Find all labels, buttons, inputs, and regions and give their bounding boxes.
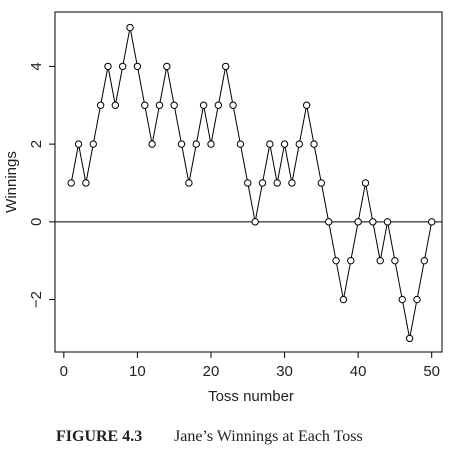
point: [295, 140, 303, 148]
y-tick-label: −2: [28, 291, 45, 308]
point: [280, 140, 289, 148]
point: [332, 256, 340, 265]
y-axis-label: Winnings: [3, 151, 20, 213]
point: [236, 140, 245, 148]
point: [96, 101, 105, 109]
point: [376, 256, 384, 265]
point: [317, 179, 326, 187]
point: [347, 256, 355, 265]
x-axis-label: Toss number: [208, 388, 294, 405]
x-tick-label: 10: [129, 363, 146, 380]
y-tick-label: 0: [28, 218, 45, 226]
series-line: [70, 27, 433, 339]
point: [310, 140, 318, 148]
plot-frame: [54, 11, 443, 353]
caption-label: FIGURE 4.3: [56, 428, 142, 445]
point: [420, 256, 429, 265]
point: [155, 101, 164, 109]
point: [324, 218, 333, 226]
x-tick-label: 20: [203, 363, 220, 380]
point: [177, 140, 186, 148]
point: [288, 179, 296, 187]
point: [199, 101, 208, 109]
point: [361, 179, 370, 187]
point: [163, 62, 171, 71]
point: [207, 140, 215, 148]
point: [111, 101, 120, 109]
point: [126, 23, 134, 32]
caption-text: Jane’s Winnings at Each Toss: [174, 428, 363, 445]
point: [170, 101, 178, 109]
y-tick-label: 4: [28, 62, 45, 70]
y-tick-label: 2: [28, 140, 45, 148]
point: [266, 140, 274, 148]
point: [148, 140, 156, 148]
x-tick-label: 50: [423, 363, 440, 380]
point: [398, 295, 406, 304]
point: [141, 101, 149, 109]
point: [104, 62, 112, 71]
point: [89, 140, 97, 148]
point: [221, 62, 230, 71]
point: [185, 179, 193, 187]
point: [251, 218, 259, 226]
x-tick-label: 0: [60, 363, 68, 380]
point: [133, 62, 142, 71]
point: [67, 179, 75, 187]
point: [339, 295, 348, 304]
point: [192, 140, 200, 148]
point: [258, 179, 267, 187]
point: [74, 140, 83, 148]
point: [82, 179, 90, 187]
point: [229, 101, 237, 109]
point: [302, 101, 311, 109]
point: [273, 179, 281, 187]
point: [405, 334, 414, 343]
x-tick-label: 30: [276, 363, 293, 380]
point: [354, 218, 362, 226]
point: [244, 179, 252, 187]
x-tick-label: 40: [350, 363, 367, 380]
point: [118, 62, 127, 71]
point: [391, 256, 399, 265]
point: [214, 101, 223, 109]
point: [369, 218, 377, 226]
point: [427, 218, 436, 226]
point: [413, 295, 421, 304]
point: [383, 218, 392, 226]
